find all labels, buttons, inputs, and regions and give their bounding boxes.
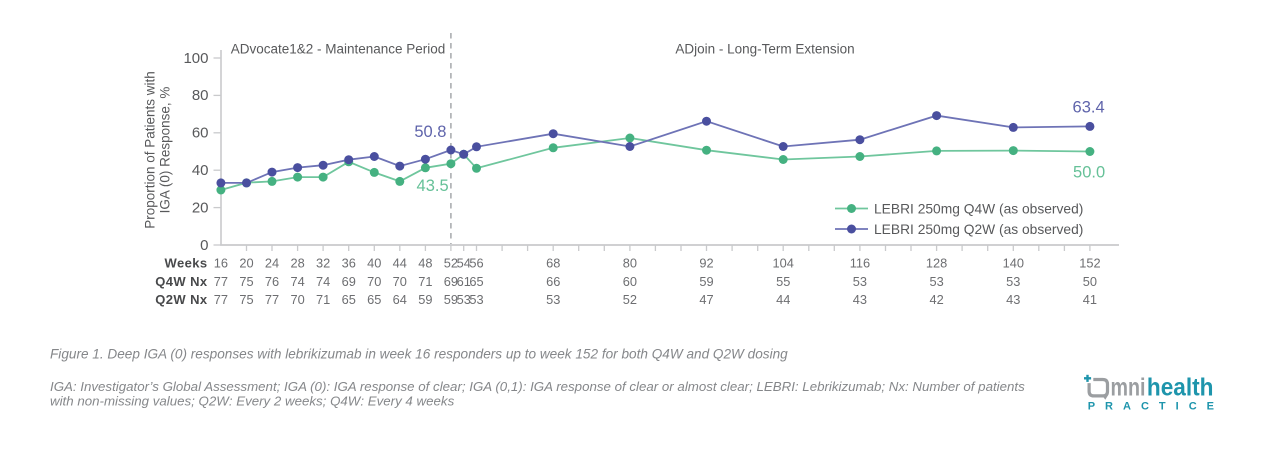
- svg-text:65: 65: [367, 292, 381, 307]
- svg-text:61: 61: [457, 274, 471, 289]
- svg-text:152: 152: [1079, 256, 1100, 271]
- svg-text:ADjoin - Long-Term Extension: ADjoin - Long-Term Extension: [675, 42, 854, 57]
- svg-text:44: 44: [776, 292, 790, 307]
- svg-text:68: 68: [546, 256, 560, 271]
- svg-text:32: 32: [316, 256, 330, 271]
- svg-text:16: 16: [214, 256, 228, 271]
- svg-text:76: 76: [265, 274, 279, 289]
- svg-text:70: 70: [367, 274, 381, 289]
- svg-text:53: 53: [546, 292, 560, 307]
- svg-text:Weeks: Weeks: [165, 256, 208, 271]
- svg-text:59: 59: [699, 274, 713, 289]
- svg-text:104: 104: [773, 256, 794, 271]
- svg-text:43: 43: [1006, 292, 1020, 307]
- svg-text:50.8: 50.8: [414, 123, 446, 141]
- svg-text:Proportion of Patients withIGA: Proportion of Patients withIGA (0) Respo…: [143, 71, 173, 229]
- svg-text:92: 92: [699, 256, 713, 271]
- svg-text:42: 42: [929, 292, 943, 307]
- svg-text:36: 36: [342, 256, 356, 271]
- svg-text:52: 52: [623, 292, 637, 307]
- svg-text:64: 64: [393, 292, 407, 307]
- svg-text:43: 43: [853, 292, 867, 307]
- svg-text:71: 71: [418, 274, 432, 289]
- svg-text:80: 80: [192, 87, 209, 104]
- svg-text:59: 59: [418, 292, 432, 307]
- svg-text:47: 47: [699, 292, 713, 307]
- svg-text:75: 75: [239, 274, 253, 289]
- svg-text:mni: mni: [1111, 374, 1146, 402]
- svg-text:70: 70: [393, 274, 407, 289]
- svg-text:60: 60: [623, 274, 637, 289]
- svg-text:77: 77: [214, 274, 228, 289]
- svg-text:69: 69: [342, 274, 356, 289]
- svg-text:48: 48: [418, 256, 432, 271]
- svg-text:50: 50: [1083, 274, 1097, 289]
- svg-text:43.5: 43.5: [417, 177, 449, 195]
- svg-text:53: 53: [457, 292, 471, 307]
- svg-text:65: 65: [469, 274, 483, 289]
- svg-text:80: 80: [623, 256, 637, 271]
- svg-text:59: 59: [444, 292, 458, 307]
- svg-text:53: 53: [1006, 274, 1020, 289]
- svg-text:40: 40: [367, 256, 381, 271]
- svg-text:65: 65: [342, 292, 356, 307]
- svg-text:75: 75: [239, 292, 253, 307]
- svg-text:77: 77: [214, 292, 228, 307]
- svg-text:116: 116: [850, 256, 870, 271]
- svg-text:health: health: [1147, 374, 1214, 402]
- svg-text:53: 53: [929, 274, 943, 289]
- svg-text:66: 66: [546, 274, 560, 289]
- svg-text:52: 52: [444, 256, 458, 271]
- svg-text:IGA: Investigator’s Global Ass: IGA: Investigator’s Global Assessment; I…: [50, 379, 1025, 394]
- svg-text:24: 24: [265, 256, 279, 271]
- svg-text:28: 28: [290, 256, 304, 271]
- svg-text:74: 74: [290, 274, 304, 289]
- svg-text:77: 77: [265, 292, 279, 307]
- svg-text:44: 44: [393, 256, 407, 271]
- svg-text:50.0: 50.0: [1073, 164, 1105, 182]
- svg-text:71: 71: [316, 292, 330, 307]
- svg-text:LEBRI 250mg Q4W (as observed): LEBRI 250mg Q4W (as observed): [874, 201, 1083, 216]
- svg-text:74: 74: [316, 274, 330, 289]
- svg-text:140: 140: [1003, 256, 1024, 271]
- svg-text:128: 128: [926, 256, 947, 271]
- svg-text:20: 20: [239, 256, 253, 271]
- svg-text:56: 56: [469, 256, 483, 271]
- svg-text:60: 60: [192, 125, 209, 142]
- svg-text:Q2W Nx: Q2W Nx: [155, 292, 208, 307]
- svg-text:Figure 1. Deep IGA (0) respons: Figure 1. Deep IGA (0) responses with le…: [50, 347, 788, 362]
- svg-text:ADvocate1&2 - Maintenance Peri: ADvocate1&2 - Maintenance Period: [231, 42, 446, 57]
- svg-text:63.4: 63.4: [1073, 99, 1105, 117]
- svg-text:20: 20: [192, 199, 209, 216]
- svg-text:LEBRI 250mg Q2W (as observed): LEBRI 250mg Q2W (as observed): [874, 222, 1083, 237]
- svg-text:Q4W Nx: Q4W Nx: [155, 274, 208, 289]
- svg-text:70: 70: [290, 292, 304, 307]
- svg-text:53: 53: [469, 292, 483, 307]
- svg-text:55: 55: [776, 274, 790, 289]
- svg-text:0: 0: [200, 237, 208, 254]
- svg-text:41: 41: [1083, 292, 1097, 307]
- svg-text:with non-missing values; Q2W:: with non-missing values; Q2W: Every 2 we…: [50, 393, 455, 408]
- svg-text:69: 69: [444, 274, 458, 289]
- svg-text:100: 100: [183, 50, 208, 67]
- svg-text:54: 54: [457, 256, 471, 271]
- svg-text:40: 40: [192, 162, 209, 179]
- svg-text:53: 53: [853, 274, 867, 289]
